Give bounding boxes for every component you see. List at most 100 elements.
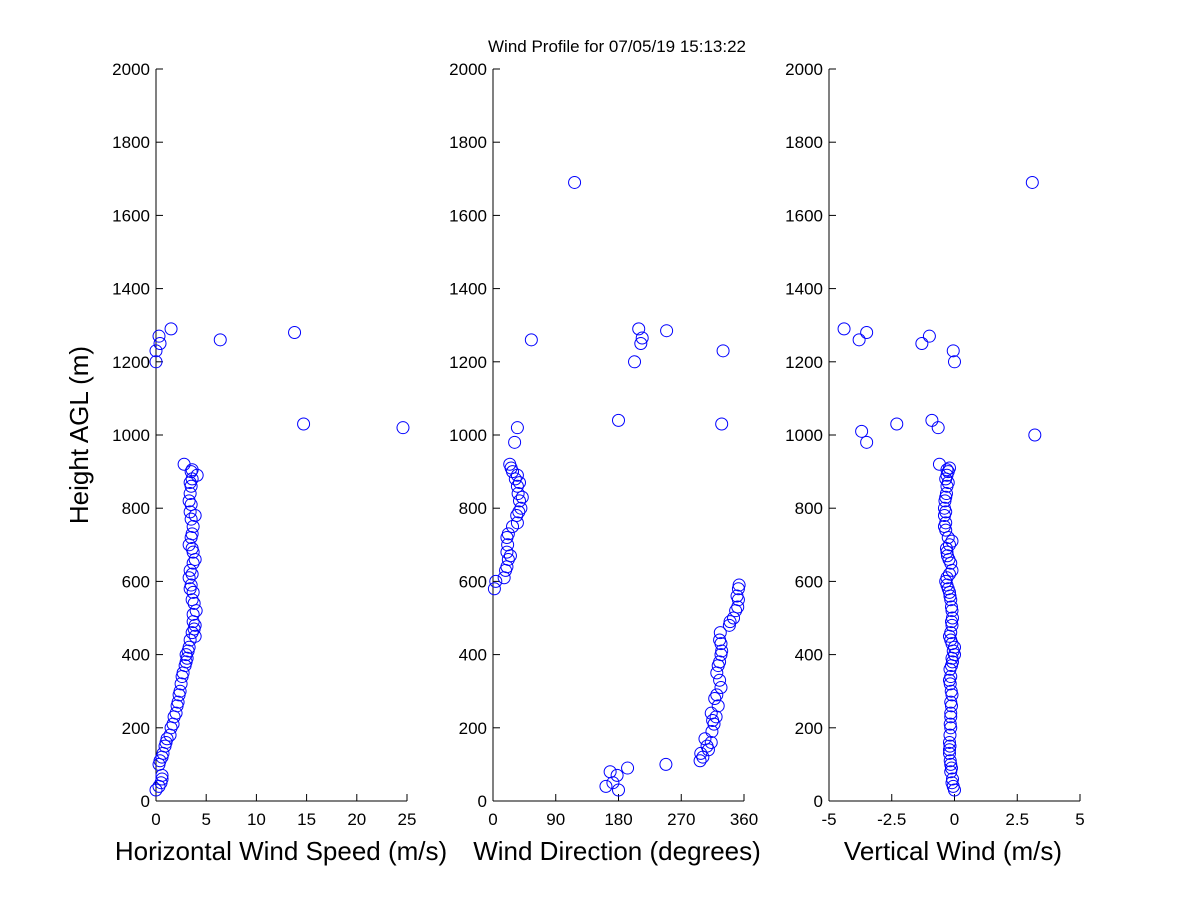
data-point bbox=[510, 421, 524, 435]
data-point bbox=[940, 549, 954, 563]
y-tick-label: 1800 bbox=[112, 133, 150, 152]
data-point bbox=[173, 684, 187, 698]
data-point bbox=[188, 552, 202, 566]
data-point bbox=[183, 487, 197, 501]
data-point bbox=[941, 530, 955, 544]
y-tick-label: 1600 bbox=[785, 206, 823, 225]
data-point bbox=[1025, 175, 1039, 189]
data-point bbox=[944, 633, 958, 647]
x-tick-label: 20 bbox=[347, 810, 366, 829]
y-axis-label-height: Height AGL (m) bbox=[64, 346, 94, 524]
data-point bbox=[945, 618, 959, 632]
data-point bbox=[944, 757, 958, 771]
data-point bbox=[621, 761, 635, 775]
x-tick-label: 5 bbox=[1075, 810, 1084, 829]
data-point bbox=[182, 571, 196, 585]
data-point bbox=[186, 556, 200, 570]
data-point bbox=[942, 735, 956, 749]
y-tick-label: 800 bbox=[122, 499, 150, 518]
data-point bbox=[713, 673, 727, 687]
data-point bbox=[182, 640, 196, 654]
data-point bbox=[942, 629, 956, 643]
y-tick-label: 800 bbox=[459, 499, 487, 518]
data-point bbox=[184, 498, 198, 512]
data-point bbox=[731, 600, 745, 614]
y-tick-label: 2000 bbox=[449, 60, 487, 79]
x-tick-label: 10 bbox=[247, 810, 266, 829]
data-point bbox=[628, 355, 642, 369]
data-point bbox=[943, 739, 957, 753]
data-point bbox=[188, 629, 202, 643]
data-point bbox=[186, 585, 200, 599]
data-point bbox=[944, 721, 958, 735]
data-point bbox=[515, 490, 529, 504]
data-point bbox=[945, 655, 959, 669]
y-tick-label: 2000 bbox=[785, 60, 823, 79]
data-point bbox=[568, 175, 582, 189]
data-point bbox=[186, 520, 200, 533]
data-point bbox=[715, 417, 729, 431]
data-point bbox=[634, 337, 648, 350]
y-tick-label: 1600 bbox=[449, 206, 487, 225]
wind-direction-panel: Wind Direction (degrees) 0 200 400 600 800 10… bbox=[449, 60, 761, 866]
data-point bbox=[931, 421, 945, 435]
data-point bbox=[500, 545, 514, 559]
data-point bbox=[612, 413, 625, 427]
data-point bbox=[940, 571, 954, 585]
data-point bbox=[860, 435, 874, 449]
data-point bbox=[944, 626, 958, 640]
data-point bbox=[852, 333, 866, 347]
data-point bbox=[599, 779, 613, 793]
data-point bbox=[189, 604, 203, 618]
data-point bbox=[937, 501, 951, 515]
vertical-wind-panel: Vertical Wind (m/s) 0 200 400 600 800 1000 120… bbox=[785, 60, 1085, 866]
data-point bbox=[940, 463, 954, 477]
data-point bbox=[855, 424, 869, 438]
data-point bbox=[177, 457, 191, 471]
y-tick-label: 600 bbox=[795, 572, 823, 591]
y-tick-label: 1000 bbox=[785, 426, 823, 445]
x-axis-label-horizontal-speed: Horizontal Wind Speed (m/s) bbox=[115, 836, 447, 866]
data-point bbox=[512, 505, 526, 519]
data-point bbox=[1028, 428, 1042, 442]
data-point bbox=[945, 637, 959, 651]
data-point bbox=[149, 783, 163, 797]
x-tick-label: 180 bbox=[604, 810, 632, 829]
data-point bbox=[169, 706, 183, 720]
figure-title: Wind Profile for 07/05/19 15:13:22 bbox=[488, 37, 746, 56]
data-point bbox=[184, 465, 198, 479]
y-tick-label: 1200 bbox=[112, 353, 150, 372]
y-tick-label: 2000 bbox=[112, 60, 150, 79]
x-tick-label: 5 bbox=[201, 810, 210, 829]
data-point bbox=[501, 552, 515, 566]
data-point bbox=[945, 772, 959, 786]
data-point bbox=[948, 640, 961, 654]
data-point bbox=[942, 461, 956, 475]
y-tick-label: 1600 bbox=[112, 206, 150, 225]
data-point bbox=[514, 501, 528, 515]
data-point bbox=[510, 509, 524, 523]
data-point bbox=[164, 322, 178, 336]
data-point bbox=[942, 538, 956, 552]
data-point bbox=[922, 329, 936, 343]
y-tick-label: 1800 bbox=[785, 133, 823, 152]
data-point bbox=[940, 468, 954, 482]
data-point bbox=[714, 681, 728, 695]
data-point bbox=[297, 417, 311, 431]
data-point bbox=[700, 739, 714, 753]
data-point bbox=[185, 593, 199, 607]
data-point bbox=[730, 589, 744, 603]
data-point bbox=[944, 695, 958, 709]
data-point bbox=[945, 604, 959, 618]
data-point bbox=[503, 549, 517, 563]
data-point bbox=[185, 541, 199, 555]
data-point bbox=[732, 578, 746, 592]
data-point bbox=[511, 487, 525, 501]
y-tick-label: 400 bbox=[122, 646, 150, 665]
y-tick-label: 600 bbox=[459, 572, 487, 591]
y-tick-label: 1000 bbox=[112, 426, 150, 445]
data-point bbox=[603, 765, 617, 779]
data-point bbox=[727, 611, 741, 625]
x-tick-label: 2.5 bbox=[1005, 810, 1029, 829]
data-point bbox=[179, 648, 193, 662]
